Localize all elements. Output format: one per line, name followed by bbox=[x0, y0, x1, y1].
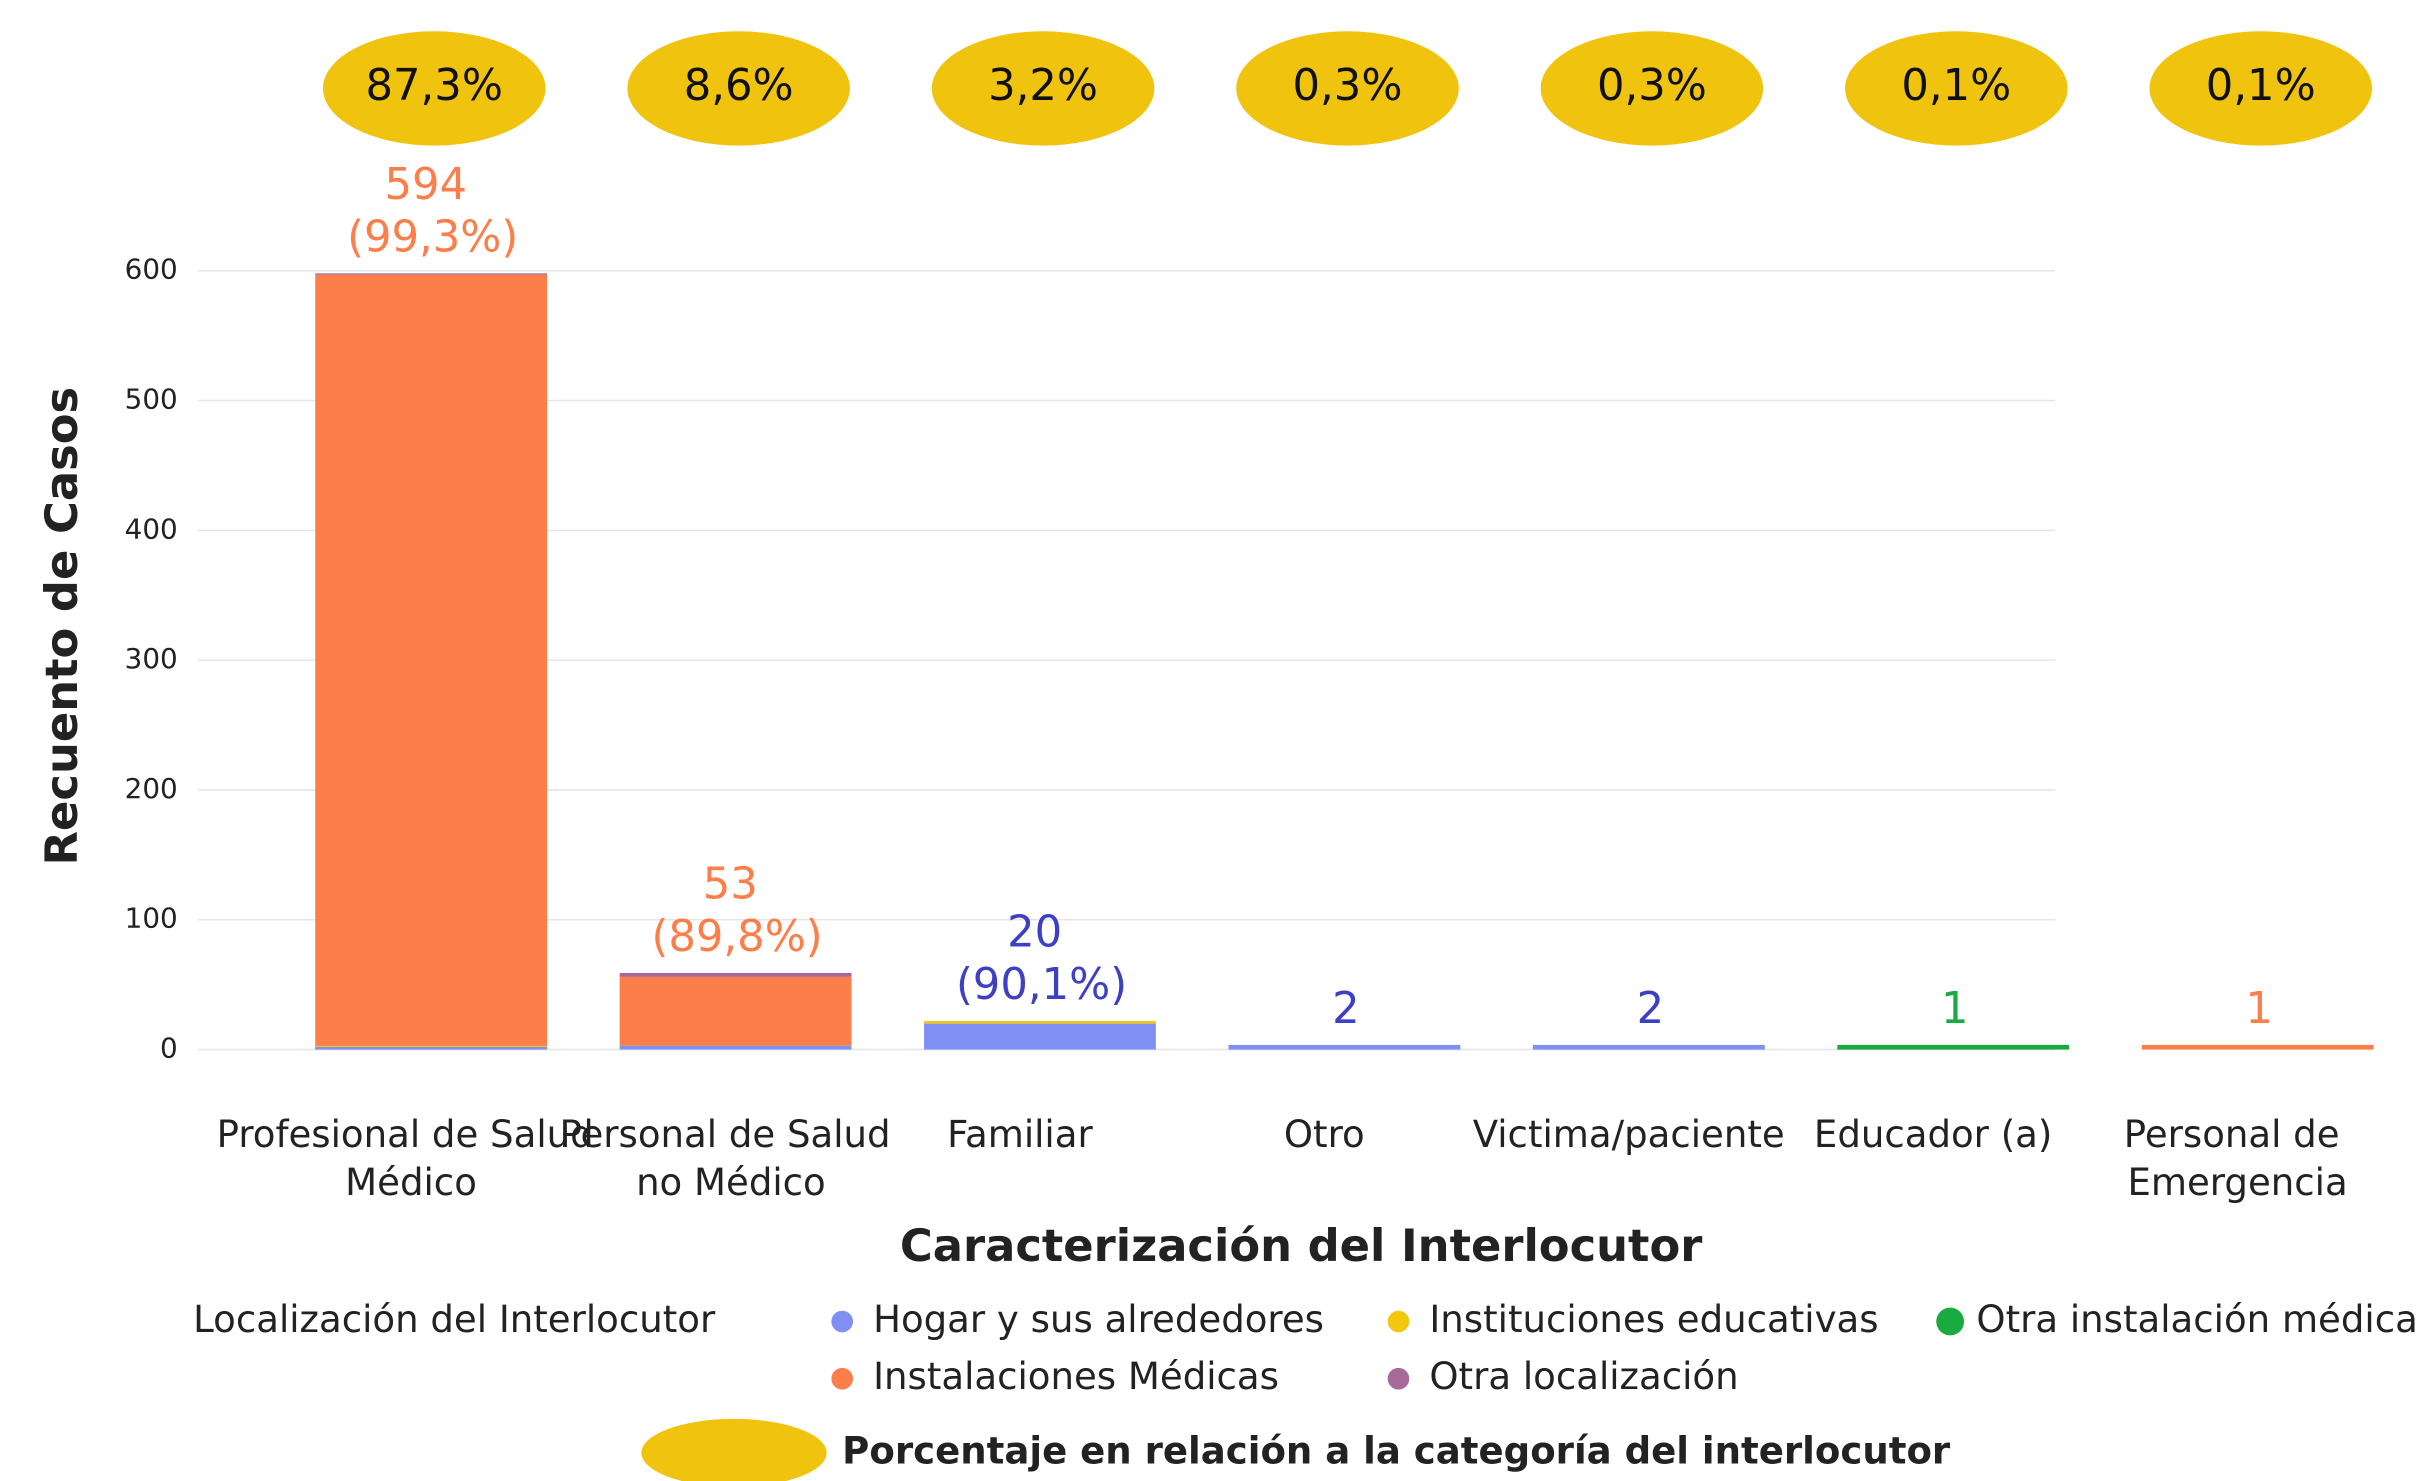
data-label: 2 bbox=[1332, 983, 1360, 1033]
data-label: 53 (89,8%) bbox=[652, 859, 823, 962]
bar-segment bbox=[619, 972, 852, 977]
y-tick-label: 400 bbox=[125, 512, 178, 545]
x-tick-label: Personal de Salud no Médico bbox=[559, 1113, 902, 1204]
share-badge bbox=[322, 31, 546, 146]
legend-marker bbox=[1387, 1367, 1410, 1390]
bar-segment bbox=[619, 1045, 852, 1050]
x-tick-label: Familiar bbox=[947, 1113, 1093, 1156]
legend-marker bbox=[831, 1310, 853, 1333]
legend-label: Otra localización bbox=[1429, 1355, 1738, 1398]
x-tick-label: Educador (a) bbox=[1814, 1113, 2052, 1156]
share-badge bbox=[627, 31, 850, 146]
legend-marker bbox=[1936, 1307, 1965, 1336]
data-label: 2 bbox=[1637, 983, 1665, 1033]
bar-segment bbox=[924, 1020, 1156, 1024]
legend-marker bbox=[1387, 1310, 1410, 1333]
legend-label: Instalaciones Médicas bbox=[873, 1355, 1279, 1398]
bar-segment bbox=[619, 976, 852, 1046]
share-label: 3,2% bbox=[988, 61, 1098, 111]
x-tick-label: Profesional de Salud Médico bbox=[217, 1113, 606, 1204]
y-tick-label: 0 bbox=[160, 1032, 178, 1065]
x-tick-label: Personal de Emergencia bbox=[2124, 1113, 2352, 1204]
x-axis-title: Caracterización del Interlocutor bbox=[900, 1219, 1702, 1272]
bar-segment-min bbox=[315, 1044, 548, 1050]
share-label: 0,1% bbox=[1901, 61, 2011, 111]
legend-title: Localización del Interlocutor bbox=[193, 1298, 716, 1341]
bar-segment-min bbox=[2141, 1044, 2374, 1050]
data-label: 1 bbox=[1941, 983, 1969, 1033]
legend-label: Otra instalación médica bbox=[1976, 1298, 2417, 1341]
legend-marker bbox=[641, 1418, 827, 1481]
legend-label: Hogar y sus alrededores bbox=[873, 1298, 1324, 1341]
share-badge bbox=[1540, 31, 1764, 146]
bar-segment-min bbox=[1532, 1044, 1765, 1050]
x-tick-label: Victima/paciente bbox=[1473, 1113, 1785, 1156]
share-badge bbox=[1845, 31, 2068, 146]
legend-label: Porcentaje en relación a la categoría de… bbox=[842, 1429, 1951, 1472]
bar-segment-min bbox=[1228, 1044, 1461, 1050]
share-badge bbox=[2149, 31, 2373, 146]
y-axis-title: Recuento de Casos bbox=[35, 387, 88, 866]
share-label: 0,1% bbox=[2206, 61, 2316, 111]
share-label: 0,3% bbox=[1293, 61, 1403, 111]
legend-label: Instituciones educativas bbox=[1429, 1298, 1878, 1341]
bar-segment bbox=[315, 1045, 548, 1047]
share-label: 87,3% bbox=[366, 61, 503, 111]
data-label: 594 (99,3%) bbox=[347, 159, 518, 262]
bar-segment bbox=[924, 1023, 1156, 1050]
bar-segment bbox=[315, 274, 548, 1046]
share-badge bbox=[1236, 31, 1459, 146]
share-badge bbox=[931, 31, 1155, 146]
y-tick-label: 100 bbox=[125, 902, 178, 935]
legend-marker bbox=[831, 1367, 853, 1390]
bar-segment-min bbox=[1837, 1044, 2070, 1050]
x-tick-label: Otro bbox=[1284, 1113, 1365, 1156]
data-label: 20 (90,1%) bbox=[956, 907, 1127, 1010]
share-label: 8,6% bbox=[684, 61, 794, 111]
y-tick-label: 600 bbox=[125, 253, 178, 286]
share-label: 0,3% bbox=[1597, 61, 1707, 111]
bar-segment bbox=[315, 273, 548, 275]
y-tick-label: 500 bbox=[125, 383, 178, 416]
y-tick-label: 200 bbox=[125, 772, 178, 805]
data-label: 1 bbox=[2245, 983, 2273, 1033]
y-tick-label: 300 bbox=[125, 642, 178, 675]
